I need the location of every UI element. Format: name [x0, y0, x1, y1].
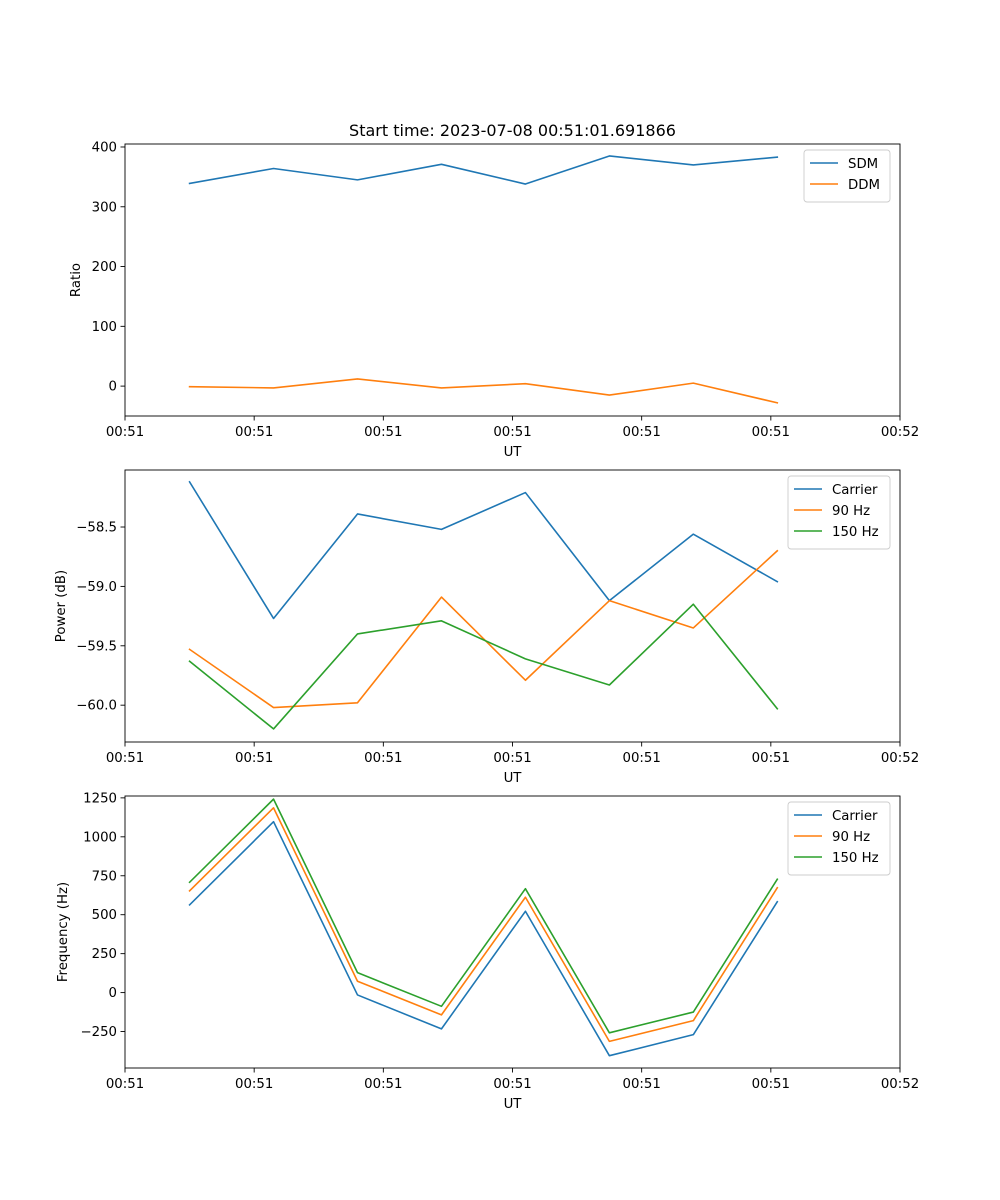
x-axis: 00:51 00:51 00:51 00:51 00:51 00:51 00:52 UT	[106, 742, 919, 786]
x-tick-label: 00:51	[623, 751, 661, 766]
y-tick-label: −59.0	[76, 580, 117, 595]
x-tick-label: 00:51	[752, 751, 790, 766]
x-tick-label: 00:51	[364, 1077, 402, 1092]
legend-label: 90 Hz	[832, 504, 870, 519]
chart-panel-3: 00:51 00:51 00:51 00:51 00:51 00:51 00:52 UT −25…	[56, 791, 919, 1112]
x-tick-label: 00:51	[235, 1077, 273, 1092]
legend: Carrier 90 Hz 150 Hz	[787, 475, 891, 550]
legend-label: 150 Hz	[832, 851, 879, 866]
y-tick-label: 1000	[83, 830, 117, 845]
legend-label: DDM	[848, 178, 880, 193]
y-tick-label: 750	[92, 869, 117, 884]
y-axis: −60.0 −59.5 −59.0 −58.5 Power (dB)	[54, 521, 125, 714]
legend: Carrier 90 Hz 150 Hz	[787, 801, 891, 876]
y-axis: −250 0 250 500 750 1000 1250 Frequency (Hz)	[56, 791, 125, 1040]
x-tick-label: 00:51	[493, 1077, 531, 1092]
series-lines	[188, 155, 779, 404]
x-tick-label: 00:51	[623, 1077, 661, 1092]
x-tick-label: 00:52	[881, 425, 919, 440]
series-line-carrier	[188, 820, 779, 1057]
series-line-sdm	[188, 155, 779, 185]
x-tick-label: 00:51	[106, 751, 144, 766]
y-tick-label: 250	[92, 947, 117, 962]
x-tick-label: 00:52	[881, 751, 919, 766]
x-tick-label: 00:51	[752, 425, 790, 440]
legend-label: 150 Hz	[832, 525, 879, 540]
y-tick-label: 400	[92, 140, 117, 155]
y-axis-label: Power (dB)	[54, 570, 69, 642]
x-axis-label: UT	[504, 771, 523, 786]
chart-panel-2: 00:51 00:51 00:51 00:51 00:51 00:51 00:52 UT −60…	[54, 469, 919, 786]
series-line-150-hz	[188, 603, 779, 730]
x-tick-label: 00:51	[493, 751, 531, 766]
chart-title: Start time: 2023-07-08 00:51:01.691866	[349, 121, 676, 140]
series-lines	[188, 480, 779, 730]
legend-label: 90 Hz	[832, 830, 870, 845]
chart-panels: 00:51 00:51 00:51 00:51 00:51 00:51 00:52 UT 0 10…	[54, 121, 919, 1112]
series-line-carrier	[188, 480, 779, 620]
x-axis-label: UT	[504, 445, 523, 460]
y-tick-label: 0	[109, 380, 117, 395]
x-axis: 00:51 00:51 00:51 00:51 00:51 00:51 00:52 UT	[106, 416, 919, 460]
y-tick-label: −250	[80, 1025, 117, 1040]
y-axis-label: Frequency (Hz)	[56, 882, 71, 982]
legend-label: SDM	[848, 157, 878, 172]
y-tick-label: 0	[109, 986, 117, 1001]
x-tick-label: 00:51	[364, 425, 402, 440]
x-tick-label: 00:51	[106, 1077, 144, 1092]
y-tick-label: −58.5	[76, 521, 117, 536]
legend: SDM DDM	[803, 149, 891, 203]
x-tick-label: 00:51	[364, 751, 402, 766]
y-tick-label: 1250	[83, 791, 117, 806]
x-tick-label: 00:51	[235, 751, 273, 766]
chart-panel-1: 00:51 00:51 00:51 00:51 00:51 00:51 00:52 UT 0 10…	[69, 121, 919, 460]
y-tick-label: −60.0	[76, 699, 117, 714]
y-tick-label: 500	[92, 908, 117, 923]
x-tick-label: 00:51	[106, 425, 144, 440]
y-tick-label: 100	[92, 320, 117, 335]
y-axis: 0 100 200 300 400 Ratio	[69, 140, 125, 395]
y-tick-label: 200	[92, 260, 117, 275]
x-tick-label: 00:51	[623, 425, 661, 440]
series-line-150-hz	[188, 798, 779, 1034]
series-line-90-hz	[188, 549, 779, 709]
series-lines	[188, 798, 779, 1057]
x-tick-label: 00:51	[752, 1077, 790, 1092]
series-line-90-hz	[188, 807, 779, 1043]
legend-label: Carrier	[832, 483, 878, 498]
x-tick-label: 00:51	[235, 425, 273, 440]
series-line-ddm	[188, 378, 779, 404]
y-tick-label: −59.5	[76, 639, 117, 654]
x-tick-label: 00:52	[881, 1077, 919, 1092]
y-axis-label: Ratio	[69, 263, 84, 297]
x-axis-label: UT	[504, 1097, 523, 1112]
y-tick-label: 300	[92, 200, 117, 215]
x-tick-label: 00:51	[493, 425, 531, 440]
x-axis: 00:51 00:51 00:51 00:51 00:51 00:51 00:52 UT	[106, 1068, 919, 1112]
legend-label: Carrier	[832, 809, 878, 824]
